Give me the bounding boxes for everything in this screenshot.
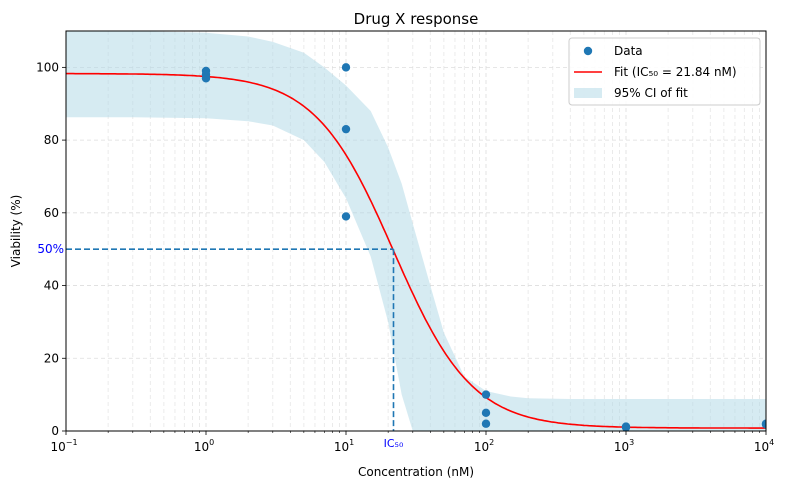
y-tick-label: 100 (36, 60, 59, 74)
x-tick-base: 10 (614, 440, 629, 454)
x-tick-exponent: 3 (629, 438, 634, 447)
x-tick-exponent: 0 (209, 438, 214, 447)
x-tick-exponent: 1 (349, 438, 354, 447)
axes-frame (65, 30, 767, 432)
x-tick-label: 103 (614, 438, 634, 454)
legend-label-ci: 95% CI of fit (614, 86, 688, 100)
y-marker-label: 50% (37, 242, 64, 256)
x-tick-base: 10 (194, 440, 209, 454)
x-tick-label: 102 (474, 438, 494, 454)
y-tick-label: 20 (44, 351, 59, 365)
legend: Data Fit (IC₅₀ = 21.84 nM) 95% CI of fit (568, 37, 761, 106)
x-tick-base: 10 (50, 440, 65, 454)
ci-band (66, 31, 766, 431)
plot-content (66, 31, 766, 431)
data-point (481, 408, 491, 418)
x-tick-base: 10 (334, 440, 349, 454)
x-axis-label: Concentration (nM) (358, 465, 474, 479)
legend-box (568, 37, 761, 106)
x-tick-label: 100 (194, 438, 214, 454)
legend-label-data: Data (614, 44, 643, 58)
x-tick-base: 10 (754, 440, 769, 454)
x-tick-exponent: 4 (769, 438, 774, 447)
chart-title: Drug X response (354, 10, 479, 28)
x-tick-label: 101 (334, 438, 354, 454)
x-tick-label: 104 (754, 438, 774, 454)
x-tick-label: 10−1 (50, 438, 77, 454)
data-point (481, 419, 491, 428)
y-tick-label: 40 (44, 279, 59, 293)
y-tick-label: 60 (44, 206, 59, 220)
x-tick-exponent: 2 (489, 438, 494, 447)
fit-curve (66, 72, 766, 429)
y-tick-label: 80 (44, 133, 59, 147)
data-point (341, 63, 351, 72)
data-point (341, 212, 351, 221)
data-point (481, 390, 491, 399)
data-point (341, 124, 351, 134)
legend-label-fit: Fit (IC₅₀ = 21.84 nM) (614, 65, 737, 79)
y-axis-label: Viability (%) (9, 195, 23, 268)
x-marker-label: IC₅₀ (384, 437, 404, 450)
data-point (621, 423, 631, 431)
legend-marker-data (583, 46, 593, 56)
x-tick-exponent: −1 (66, 438, 78, 447)
data-point (201, 74, 211, 83)
y-tick-label: 0 (51, 424, 59, 438)
data-point (761, 420, 766, 429)
legend-marker-ci (574, 88, 602, 98)
x-tick-base: 10 (474, 440, 489, 454)
